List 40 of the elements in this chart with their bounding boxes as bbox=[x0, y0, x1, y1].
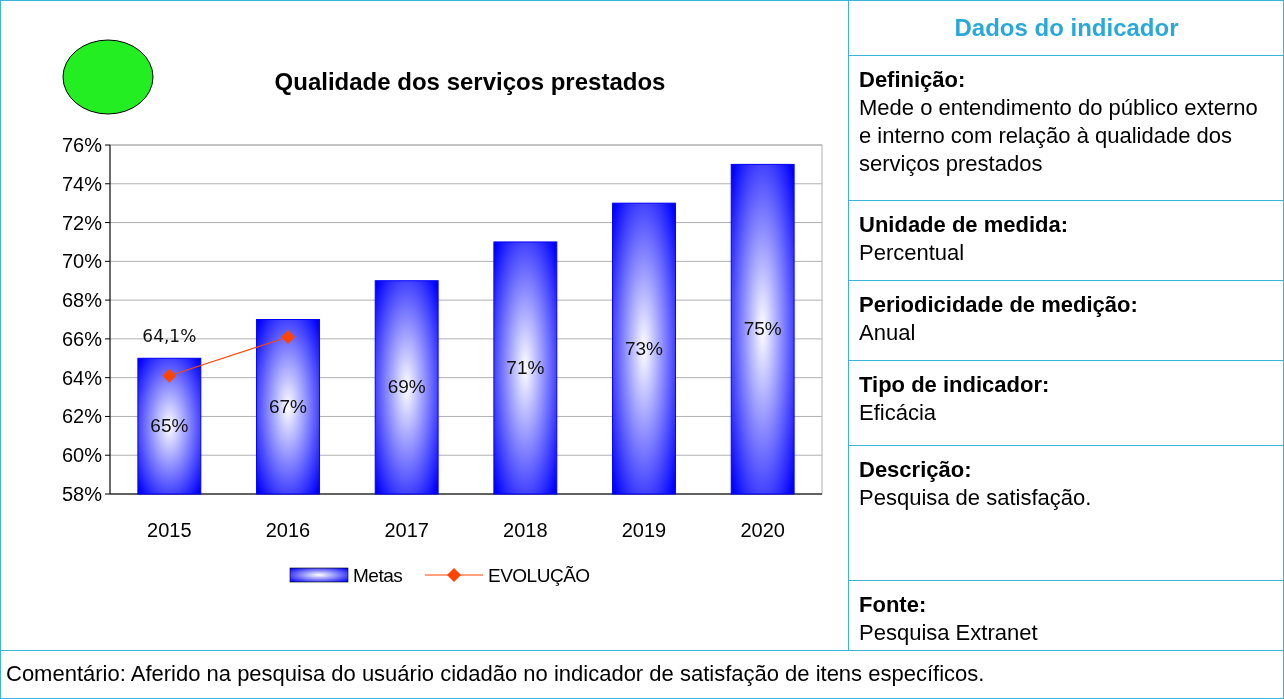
data-label: 65% bbox=[150, 415, 189, 437]
x-tick-label: 2015 bbox=[147, 519, 192, 541]
data-label: 71% bbox=[506, 356, 545, 378]
y-tick-label: 76% bbox=[61, 134, 103, 156]
legend-label: Metas bbox=[353, 565, 403, 586]
text: Pesquisa de satisfação. bbox=[859, 484, 1093, 512]
x-tick-label: 2016 bbox=[265, 519, 311, 541]
text: Mede o entendimento do público externo e interno com relação à qualidade dos serviços prestados bbox=[859, 94, 1259, 178]
text: Eficácia bbox=[859, 399, 938, 427]
x-tick-label: 2020 bbox=[740, 519, 785, 541]
y-tick-label: 58% bbox=[61, 483, 103, 505]
x-tick-label: 2018 bbox=[503, 519, 548, 541]
text: Tipo de indicador: bbox=[859, 371, 1051, 399]
data-label: 64,1% bbox=[142, 325, 197, 346]
legend-label: EVOLUÇÃO bbox=[488, 565, 590, 586]
y-tick-label: 70% bbox=[61, 250, 103, 273]
text: Unidade de medida: bbox=[859, 211, 1070, 239]
y-tick-label: 72% bbox=[61, 211, 103, 234]
data-label: 73% bbox=[624, 337, 664, 359]
data-label: 75% bbox=[743, 318, 782, 340]
text: Definição: bbox=[859, 66, 967, 94]
text: Pesquisa Extranet bbox=[859, 619, 1039, 647]
text: Dados do indicador bbox=[849, 0, 1284, 56]
y-tick-label: 74% bbox=[61, 172, 103, 195]
y-tick-label: 62% bbox=[61, 405, 103, 428]
y-tick-label: 60% bbox=[61, 444, 103, 467]
text: Comentário: Aferido na pesquisa do usuário cidadão no indicador de satisfação de itens específicos. bbox=[6, 661, 985, 686]
text: Descrição: bbox=[859, 456, 973, 484]
text: Periodicidade de medição: bbox=[859, 291, 1139, 319]
data-label: 67% bbox=[268, 395, 308, 417]
text: Anual bbox=[859, 319, 917, 347]
y-tick-label: 66% bbox=[61, 327, 103, 350]
x-tick-label: 2017 bbox=[384, 519, 429, 541]
x-tick-label: 2019 bbox=[621, 519, 667, 541]
chart-title: Qualidade dos serviços prestados bbox=[274, 68, 666, 95]
text: Percentual bbox=[859, 239, 966, 267]
y-tick-label: 68% bbox=[61, 289, 103, 312]
y-tick-label: 64% bbox=[61, 366, 103, 389]
data-label: 69% bbox=[387, 376, 426, 398]
source-note: Fonte: bbox=[859, 591, 928, 619]
